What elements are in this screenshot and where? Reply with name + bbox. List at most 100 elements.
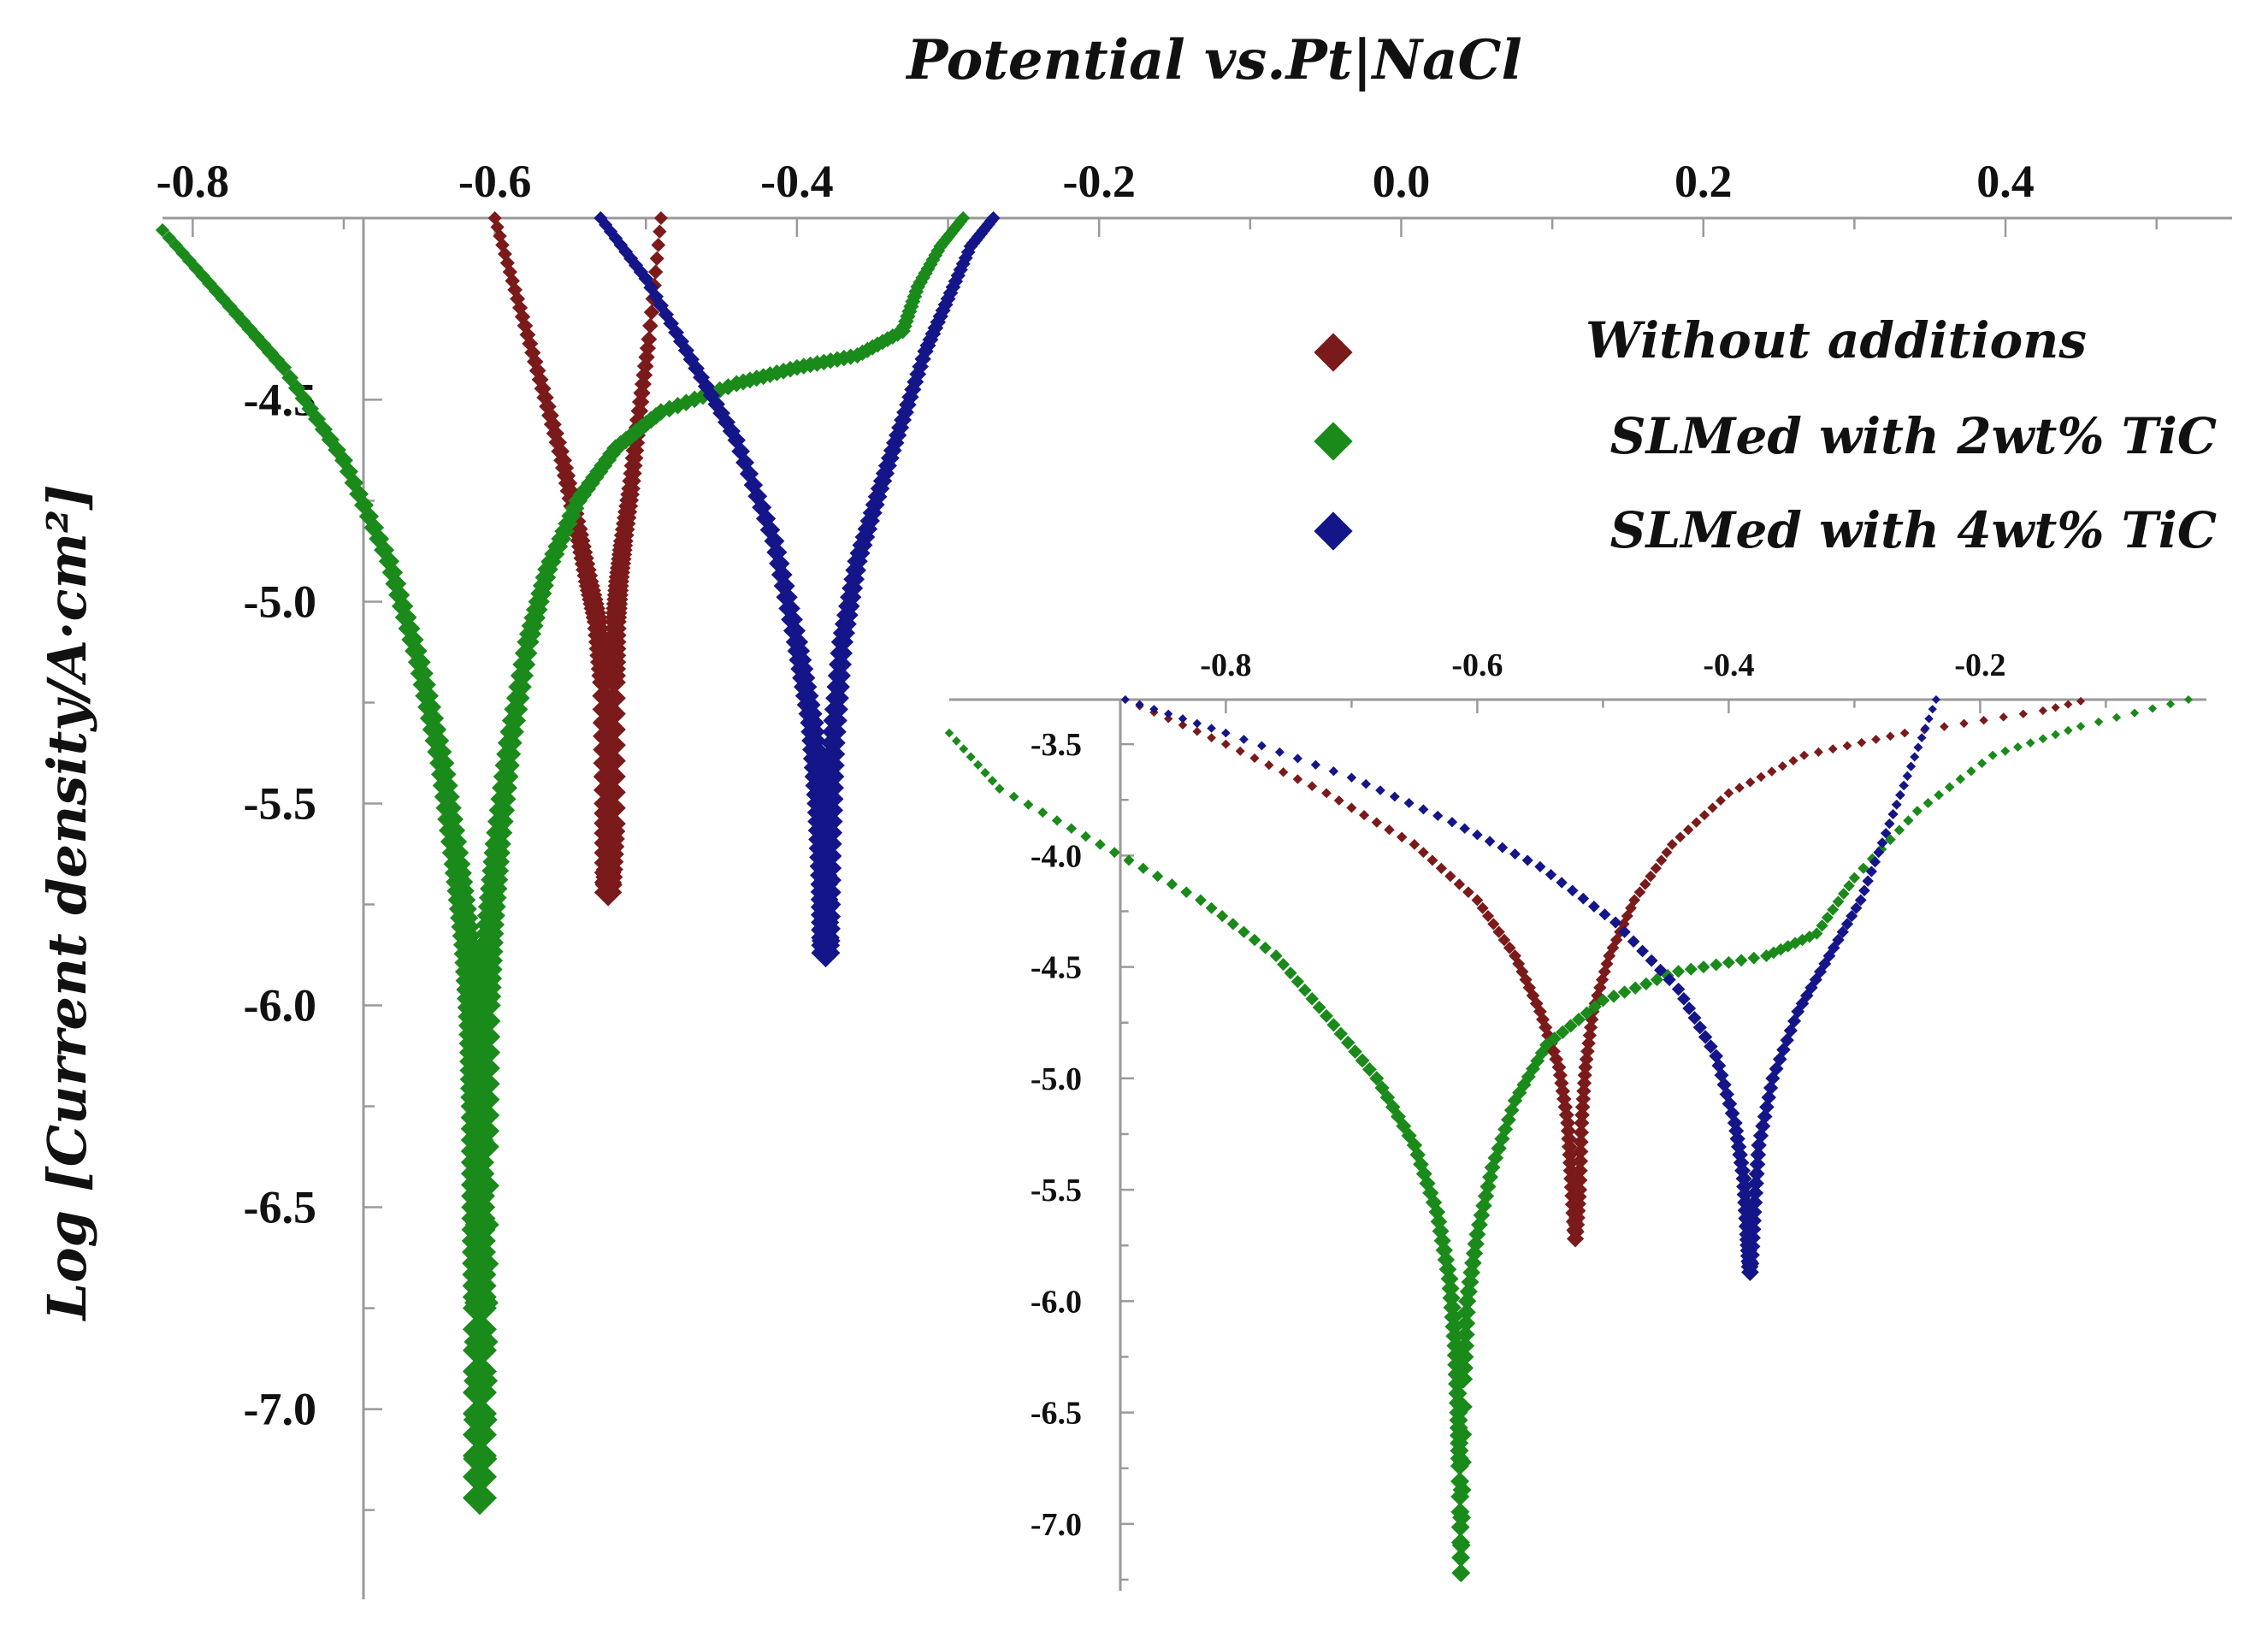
main-x-tick-label: 0.2	[1674, 156, 1733, 207]
main-data-point	[958, 251, 973, 266]
inset-data-point	[1180, 886, 1193, 898]
inset-data-point	[1515, 965, 1529, 978]
inset-data-point	[1865, 866, 1877, 878]
inset-data-point	[1576, 1075, 1592, 1091]
inset-data-point	[1749, 1155, 1766, 1173]
inset-data-point	[2111, 712, 2122, 723]
main-data-point	[653, 211, 668, 225]
inset-data-point	[959, 744, 969, 754]
inset-data-point	[1922, 797, 1934, 808]
main-data-point	[465, 1168, 499, 1203]
inset-data-point	[1384, 824, 1395, 836]
inset-data-point	[1454, 1369, 1474, 1389]
inset-data-point	[987, 776, 998, 786]
main-data-point	[504, 697, 529, 722]
inset-data-point	[1137, 862, 1149, 874]
main-x-tick-label: -0.4	[760, 156, 833, 207]
inset-data-point	[1361, 1061, 1377, 1077]
inset-data-point	[1544, 869, 1557, 881]
inset-data-point	[1862, 875, 1874, 887]
main-data-point	[493, 228, 507, 244]
main-data-point	[215, 291, 231, 307]
inset-data-point	[1521, 854, 1533, 866]
inset-data-point	[1887, 808, 1899, 820]
inset-data-point	[1497, 842, 1509, 854]
main-data-point	[682, 351, 700, 368]
inset-data-point	[1135, 700, 1144, 709]
inset-data-point	[1858, 884, 1870, 897]
inset-data-point	[1745, 1203, 1763, 1220]
main-data-point	[602, 686, 626, 711]
inset-data-point	[952, 736, 961, 746]
main-data-point	[511, 299, 529, 316]
inset-data-point	[1149, 705, 1159, 714]
inset-data-point	[2025, 738, 2035, 748]
main-data-point	[517, 317, 534, 334]
inset-data-point	[1715, 795, 1726, 806]
inset-data-point	[1426, 854, 1438, 866]
inset-data-point	[1840, 918, 1854, 931]
inset-data-point	[1871, 735, 1881, 744]
inset-data-point	[1810, 927, 1823, 940]
main-x-tick-label: -0.2	[1062, 156, 1135, 207]
inset-data-point	[1854, 894, 1867, 907]
main-series-slmed-with-2wt-tic	[155, 211, 971, 1516]
inset-data-point	[1512, 1084, 1527, 1101]
inset-data-point	[1827, 903, 1840, 916]
inset-data-point	[2129, 708, 2140, 718]
inset-data-point	[1470, 1216, 1488, 1233]
inset-data-point	[1484, 1159, 1501, 1176]
inset-data-point	[1008, 791, 1019, 802]
inset-data-point	[1457, 1303, 1476, 1322]
inset-data-point	[1842, 741, 1852, 751]
inset-x-tick-label: -0.8	[1200, 647, 1251, 683]
inset-data-point	[2051, 703, 2060, 712]
inset-series-slmed-with-2wt-tic	[944, 695, 2193, 1583]
inset-data-point	[1277, 958, 1291, 972]
main-data-point	[181, 253, 197, 269]
main-data-point	[642, 317, 659, 334]
inset-data-point	[1843, 879, 1855, 892]
inset-data-point	[1684, 962, 1698, 976]
main-y-tick-label: -5.0	[244, 576, 316, 627]
inset-data-point	[1869, 856, 1881, 868]
inset-data-point	[1899, 780, 1909, 791]
inset-data-point	[1910, 752, 1920, 762]
inset-data-point	[1742, 1246, 1760, 1264]
inset-data-point	[1346, 802, 1357, 813]
inset-data-point	[1481, 910, 1495, 923]
inset-data-point	[1656, 854, 1668, 866]
inset-data-point	[1207, 733, 1216, 743]
inset-data-point	[1492, 925, 1505, 938]
legend: Without additions SLMed with 2wt% TiC SL…	[1314, 311, 2217, 559]
inset-data-point	[1534, 860, 1546, 872]
main-data-point	[522, 335, 539, 352]
main-series-slmed-with-4wt-tic	[594, 211, 1001, 968]
main-data-point	[358, 506, 380, 527]
main-data-point	[470, 1021, 501, 1053]
main-data-point	[344, 473, 363, 493]
inset-data-point	[1453, 878, 1466, 890]
inset-data-point	[2038, 734, 2048, 744]
main-data-point	[937, 297, 954, 313]
inset-data-point	[1563, 1019, 1578, 1033]
inset-data-point	[1391, 1108, 1406, 1125]
inset-data-point	[1944, 782, 1955, 793]
inset-data-point	[944, 728, 954, 738]
inset-data-point	[1577, 892, 1590, 905]
main-data-point	[494, 753, 520, 778]
main-data-point	[914, 350, 931, 368]
main-data-point	[410, 661, 434, 685]
inset-data-point	[1556, 1025, 1570, 1040]
inset-data-point	[1572, 1012, 1586, 1027]
main-data-point	[328, 440, 346, 460]
main-data-point	[602, 445, 621, 464]
main-data-point	[599, 810, 626, 837]
inset-data-point	[2018, 709, 2028, 718]
inset-data-point	[2064, 725, 2073, 736]
main-data-point	[467, 1083, 500, 1116]
main-data-point	[628, 257, 644, 273]
main-data-point	[653, 298, 669, 314]
main-data-point	[857, 518, 878, 540]
inset-data-point	[1858, 862, 1869, 874]
